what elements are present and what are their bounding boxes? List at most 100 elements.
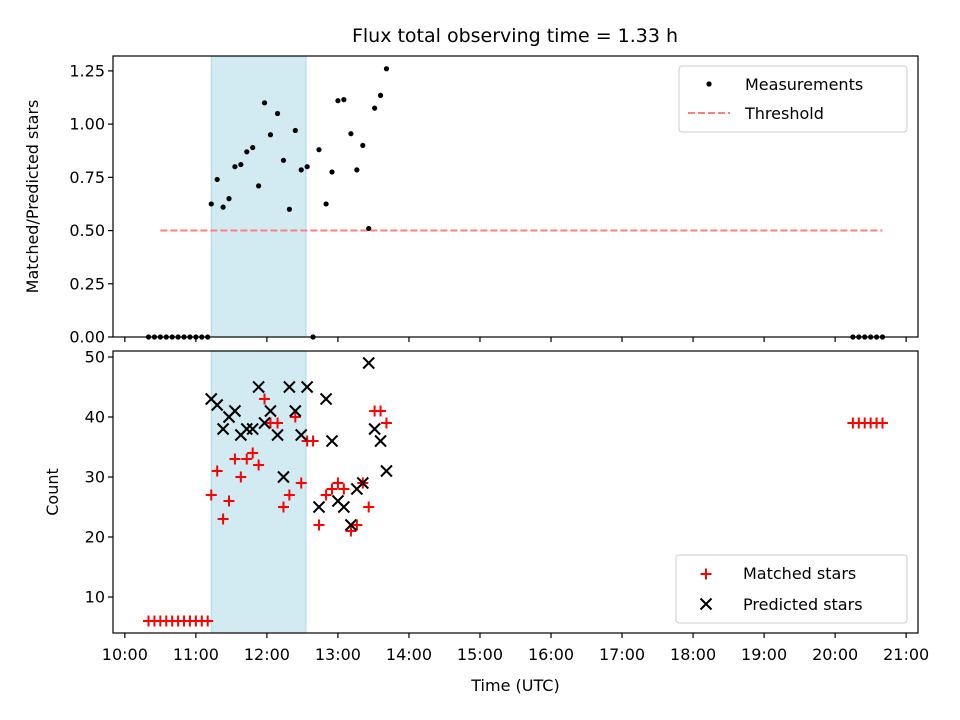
x-tick-label: 11:00 bbox=[173, 645, 219, 664]
legend-measurements-marker bbox=[706, 81, 712, 87]
ratio-y-tick-label: 0.50 bbox=[69, 221, 105, 240]
predicted-star-point bbox=[300, 380, 314, 394]
predicted-star-point bbox=[312, 500, 326, 514]
ratio-y-tick-label: 1.25 bbox=[69, 61, 105, 80]
measurement-point bbox=[214, 176, 220, 183]
legend-measurements-label: Measurements bbox=[745, 75, 863, 94]
matched-star-point bbox=[241, 453, 253, 465]
observing-interval-span bbox=[210, 350, 307, 634]
measurement-point bbox=[286, 206, 292, 212]
predicted-star-point-b bbox=[228, 404, 242, 418]
predicted-star-point bbox=[210, 398, 224, 412]
x-tick-label: 14:00 bbox=[386, 645, 432, 664]
matched-star-point bbox=[326, 483, 338, 495]
predicted-star-point-b bbox=[312, 500, 326, 514]
observing-interval-span bbox=[210, 55, 307, 338]
predicted-star-point-b bbox=[325, 434, 339, 448]
predicted-star-point bbox=[380, 464, 393, 478]
count-legend: Matched stars Predicted stars bbox=[675, 554, 908, 624]
predicted-star-point-b bbox=[331, 494, 345, 508]
matched-star-point bbox=[351, 519, 363, 531]
predicted-star-point-b bbox=[374, 434, 387, 448]
x-axis-label: Time (UTC) bbox=[470, 676, 559, 695]
predicted-star-point-b bbox=[283, 380, 296, 394]
predicted-star-point-b bbox=[258, 416, 271, 430]
matched-star-point bbox=[380, 417, 392, 429]
predicted-star-point bbox=[252, 380, 265, 394]
x-tick-label: 21:00 bbox=[883, 645, 929, 664]
measurement-point bbox=[323, 201, 329, 207]
measurement-point bbox=[250, 144, 256, 151]
legend-threshold-label: Threshold bbox=[744, 104, 824, 123]
ratio-legend-box bbox=[678, 65, 908, 133]
predicted-star-point-b bbox=[295, 428, 308, 442]
measurement-point bbox=[232, 164, 238, 170]
predicted-star-point-b bbox=[300, 380, 314, 394]
predicted-star-point-b bbox=[337, 500, 351, 514]
measurement-point bbox=[372, 105, 378, 111]
ratio-y-tick-label: 0.75 bbox=[69, 168, 105, 187]
legend-matched-marker bbox=[700, 568, 712, 580]
predicted-star-point bbox=[289, 404, 302, 418]
matched-star-point bbox=[338, 483, 350, 495]
matched-star-point bbox=[345, 525, 357, 537]
predicted-star-point-b bbox=[356, 476, 369, 490]
matched-star-point bbox=[229, 453, 241, 465]
predicted-star-point bbox=[368, 422, 381, 436]
x-tick-label: 12:00 bbox=[244, 645, 290, 664]
predicted-star-point-b bbox=[210, 398, 224, 412]
ratio-panel: 0.00 0.25 0.50 0.75 1.00 1.25 Matched/Predict… bbox=[23, 55, 919, 347]
measurement-point bbox=[292, 127, 298, 134]
legend-predicted-label: Predicted stars bbox=[743, 595, 863, 614]
predicted-star-point bbox=[319, 392, 333, 406]
measurement-point bbox=[298, 167, 304, 173]
matched-star-point bbox=[295, 477, 307, 489]
measurement-point bbox=[244, 149, 250, 155]
matched-star-point bbox=[277, 501, 289, 513]
predicted-star-point bbox=[374, 434, 387, 448]
ratio-y-tick-label: 0.25 bbox=[69, 274, 105, 293]
predicted-star-point bbox=[228, 404, 242, 418]
predicted-star-point bbox=[283, 380, 296, 394]
measurement-point bbox=[267, 132, 274, 138]
predicted-star-point bbox=[337, 500, 351, 514]
count-y-tick-label: 50 bbox=[85, 348, 105, 367]
measurement-point bbox=[383, 66, 390, 72]
matched-star-point bbox=[363, 501, 375, 513]
ratio-y-tick-label: 1.00 bbox=[69, 115, 105, 134]
measurement-point bbox=[220, 204, 226, 210]
measurement-point bbox=[348, 131, 354, 137]
ratio-y-axis-label: Matched/Predicted stars bbox=[23, 100, 42, 294]
predicted-star-point-b bbox=[205, 392, 218, 406]
predicted-star-point bbox=[216, 422, 230, 436]
measurement-point bbox=[316, 147, 322, 153]
x-tick-label: 13:00 bbox=[315, 645, 361, 664]
measurement-point bbox=[274, 110, 281, 117]
ratio-y-tick-label: 0.00 bbox=[69, 328, 105, 347]
ratio-panel-frame bbox=[112, 55, 919, 338]
measurement-point bbox=[280, 157, 287, 163]
legend-predicted-marker bbox=[699, 597, 713, 611]
predicted-star-point bbox=[344, 518, 358, 532]
predicted-star-point-b bbox=[240, 422, 253, 436]
predicted-star-point-b bbox=[368, 422, 381, 436]
count-panel-frame bbox=[112, 350, 919, 634]
count-panel: 10 20 30 40 50 10:00 11:00 12:00 13:00 14:00 15:0… bbox=[43, 348, 929, 696]
predicted-star-point bbox=[295, 428, 308, 442]
predicted-star-point-b bbox=[319, 392, 333, 406]
predicted-star-point bbox=[258, 416, 271, 430]
predicted-star-point bbox=[277, 470, 290, 484]
measurement-point bbox=[226, 196, 232, 202]
matched-star-point bbox=[375, 405, 387, 417]
legend-predicted-glyph bbox=[699, 597, 713, 611]
chart-title: Flux total observing time = 1.33 h bbox=[352, 25, 678, 47]
predicted-star-point-b bbox=[289, 404, 302, 418]
predicted-star-point bbox=[240, 422, 253, 436]
measurement-point bbox=[366, 225, 372, 232]
predicted-star-point bbox=[362, 356, 375, 370]
measurement-point bbox=[335, 98, 341, 104]
predicted-star-point-b bbox=[344, 518, 358, 532]
measurement-point bbox=[261, 100, 268, 106]
x-tick-label: 10:00 bbox=[102, 645, 148, 664]
